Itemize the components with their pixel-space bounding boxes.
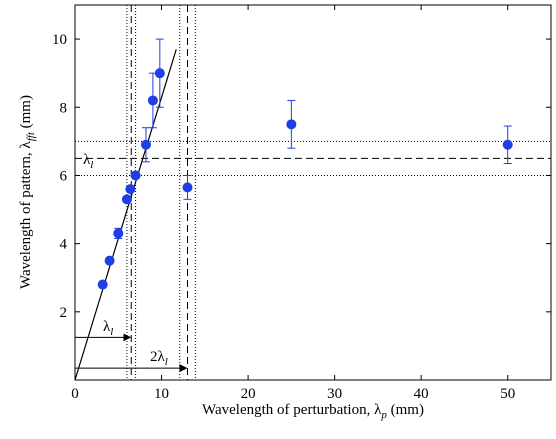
x-tick-label-10: 10 (154, 386, 169, 402)
axis-ticks: 0 10 20 30 40 50 2 4 6 8 10 (52, 5, 551, 402)
y-tick-label-8: 8 (60, 100, 68, 116)
data-point-0 (97, 279, 108, 290)
y-tick-label-4: 4 (60, 237, 68, 253)
y-tick-label-10: 10 (52, 32, 67, 48)
y-tick-label-6: 6 (60, 168, 68, 184)
data-point-7 (147, 95, 158, 106)
data-point-1 (104, 255, 115, 266)
plot-frame (74, 4, 552, 381)
lambda-l-label: λl (83, 152, 93, 171)
data-point-6 (140, 139, 151, 150)
y-axis-label: Wavelength of pattern, λfft (mm) (18, 95, 37, 289)
data-points (97, 38, 513, 290)
data-point-4 (125, 184, 136, 195)
x-tick-label-20: 20 (241, 386, 256, 402)
lambda-l-arrow-label: λl (103, 319, 113, 338)
x-tick-label-40: 40 (414, 386, 429, 402)
x-tick-label-50: 50 (500, 386, 515, 402)
y-tick-label-2: 2 (60, 305, 68, 321)
x-tick-label-0: 0 (71, 386, 79, 402)
data-point-10 (286, 119, 297, 130)
x-axis-label: Wavelength of perturbation, λp (mm) (202, 402, 424, 421)
data-point-9 (182, 182, 193, 193)
data-point-11 (502, 139, 513, 150)
data-point-2 (113, 228, 124, 239)
x-tick-label-30: 30 (327, 386, 342, 402)
annotation-arrows (75, 333, 188, 373)
two-lambda-l-arrow-label: 2λl (150, 349, 168, 368)
data-point-3 (121, 194, 132, 205)
plot-area (75, 5, 551, 380)
data-point-8 (154, 68, 165, 79)
data-point-5 (130, 170, 141, 181)
